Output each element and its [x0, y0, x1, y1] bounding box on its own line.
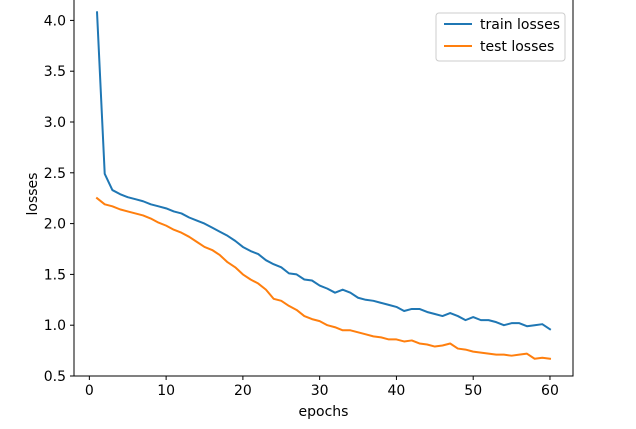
y-tick-label: 1.0 [44, 318, 66, 334]
y-axis-label: losses [25, 173, 41, 216]
legend: train losses test losses [435, 12, 566, 62]
y-tick-label: 3.5 [44, 64, 66, 80]
y-axis: 0.5 1.0 1.5 2.0 2.5 3.0 3.5 4.0 [44, 13, 74, 385]
legend-label-test: test losses [480, 39, 554, 55]
series-line-0 [95, 11, 552, 331]
plot-lines [95, 11, 552, 360]
y-tick-label: 4.0 [44, 13, 66, 29]
y-tick-label: 2.0 [44, 217, 66, 233]
x-tick-label: 30 [311, 383, 329, 399]
x-tick-label: 50 [464, 383, 482, 399]
x-tick-label: 10 [157, 383, 175, 399]
y-tick-label: 1.5 [44, 267, 66, 283]
x-axis-label: epochs [299, 404, 349, 420]
y-tick-label: 3.0 [44, 115, 66, 131]
x-tick-label: 20 [234, 383, 252, 399]
legend-label-train: train losses [480, 17, 560, 33]
y-tick-label: 0.5 [44, 369, 66, 385]
x-tick-label: 0 [85, 383, 94, 399]
x-tick-label: 60 [541, 383, 559, 399]
plot-background [74, 0, 573, 376]
series-line-1 [95, 196, 552, 360]
x-axis: 0 10 20 30 40 50 60 [85, 376, 559, 399]
plot-frame [73, 0, 574, 377]
x-tick-label: 40 [388, 383, 406, 399]
y-tick-label: 2.5 [44, 166, 66, 182]
